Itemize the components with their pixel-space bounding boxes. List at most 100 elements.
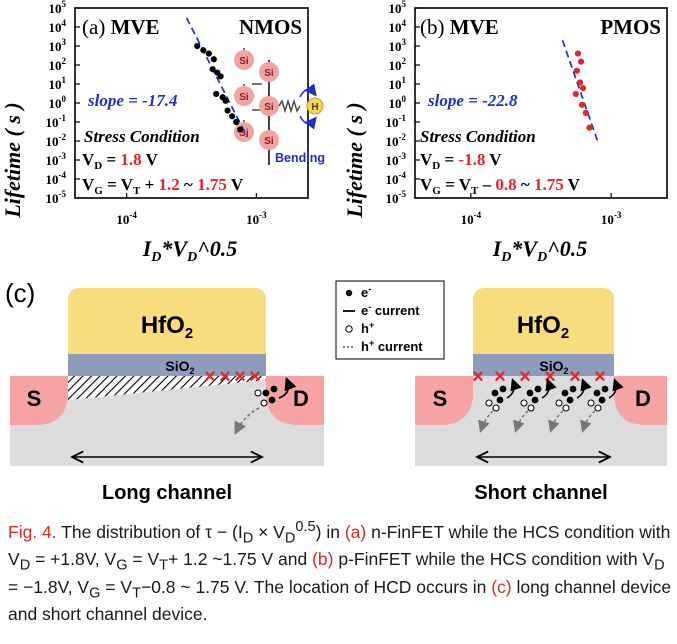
sio2-label-short: SiO2	[539, 358, 568, 376]
damage-x: ×	[519, 366, 531, 388]
data-point	[233, 118, 240, 126]
short-channel-device: S D SiO2 HfO2 × × × × × × Short channel	[415, 288, 667, 504]
y-tick-label: 101	[49, 75, 67, 92]
hole-current-arrow	[580, 410, 596, 433]
y-tick-label: 101	[389, 75, 407, 92]
legend-hole: h+	[361, 320, 374, 336]
bending-inset: Si Si Si Si Si Si H Bending	[234, 48, 325, 165]
panel-a: Lifetime ( s ) 10-510-410-310-210-110010…	[0, 0, 325, 265]
x-axis-label-b: ID*VD^0.5	[492, 236, 588, 265]
stress-title-b: Stress Condition	[420, 127, 536, 146]
damage-x: ×	[234, 366, 246, 388]
damage-x: ×	[472, 366, 484, 388]
hydrogen-label: H	[311, 102, 318, 113]
si-label: Si	[264, 68, 274, 79]
y-tick-label: 10-4	[386, 170, 407, 187]
hfo2-label-long: HfO2	[141, 312, 193, 342]
electron	[598, 396, 606, 404]
y-tick-label: 100	[49, 94, 67, 111]
y-ticks-a: 10-5 10-4 10-3 10-2 10-1 100 101 102 103 104 105	[46, 0, 80, 206]
data-point	[209, 66, 216, 73]
damage-x: ×	[594, 366, 606, 388]
damage-crosses-long: × × × ×	[204, 366, 261, 388]
y-tick-label: 105	[389, 0, 407, 16]
si-atom	[259, 62, 279, 82]
electron	[601, 385, 609, 393]
hfo2-gate-long	[68, 288, 266, 354]
legend-electron: e-	[361, 284, 371, 300]
fit-line-b	[561, 40, 599, 142]
source-region-short	[415, 376, 473, 425]
data-point	[237, 126, 244, 133]
panel-a-title: (a) MVE	[82, 15, 160, 39]
si-atom	[234, 86, 254, 106]
electron	[270, 385, 278, 393]
hfo2-gate-short	[473, 288, 614, 354]
drain-region-short	[614, 376, 667, 425]
electron	[569, 385, 577, 393]
si-label: Si	[264, 102, 274, 113]
hole-current-arrow	[548, 410, 564, 433]
y-axis-label-a: Lifetime ( s )	[0, 102, 25, 218]
electron	[499, 385, 507, 393]
stress-title-a: Stress Condition	[84, 127, 200, 146]
electron	[534, 385, 542, 393]
carrier-legend: e- e- current h+ h+ current	[335, 280, 445, 360]
y-tick-label: 10-5	[386, 189, 407, 206]
data-point	[205, 50, 212, 57]
x-tick-label: 10-4	[461, 210, 482, 227]
x-tick-label: 10-4	[116, 210, 137, 227]
panel-b-device: PMOS	[600, 15, 661, 39]
slope-label-b: slope = -22.8	[427, 91, 518, 110]
electron-current-arrow	[506, 378, 522, 399]
data-point	[200, 47, 207, 54]
damage-x: ×	[494, 366, 506, 388]
hole	[520, 399, 528, 407]
si-atom	[259, 130, 279, 150]
fit-line-a	[185, 17, 248, 138]
y-tick-label: 105	[49, 0, 67, 16]
figure-caption: Fig. 4. The distribution of τ − (ID × VD…	[8, 519, 672, 625]
data-point	[228, 113, 236, 120]
data-point	[576, 79, 584, 86]
data-point	[572, 90, 579, 98]
short-channel-carriers: × × × × × ×	[472, 366, 624, 433]
legend-box	[335, 280, 445, 360]
electron	[262, 389, 270, 397]
hydrogen-atom	[306, 97, 324, 115]
legend-hole-current: h+ current	[361, 338, 423, 354]
y-tick-label: 102	[49, 56, 67, 73]
electron	[491, 389, 499, 397]
hole	[594, 404, 602, 412]
hatched-region	[68, 376, 266, 400]
damage-x: ×	[249, 366, 261, 388]
electron	[496, 396, 504, 404]
damage-x: ×	[219, 366, 231, 388]
caption-fig-label: Fig. 4.	[8, 521, 57, 542]
y-tick-label: 10-2	[46, 132, 67, 149]
hole	[555, 399, 563, 407]
y-tick-label: 10-1	[46, 113, 67, 130]
long-channel-label: Long channel	[102, 482, 232, 504]
x-ticks-b: 10-4 10-3	[461, 193, 622, 227]
y-tick-label: 100	[389, 94, 407, 111]
y-tick-label: 10-1	[386, 113, 407, 130]
y-tick-label: 102	[389, 56, 407, 73]
vg-condition-b: VG = VT – 0.8 ~ 1.75 V	[420, 175, 581, 197]
panel-c: (c) S D SiO2 HfO2 × × × ×	[5, 278, 667, 504]
y-tick-label: 10-4	[46, 170, 67, 187]
vg-condition-a: VG = VT + 1.2 ~ 1.75 V	[82, 175, 244, 197]
y-tick-label: 103	[389, 37, 407, 54]
sio2-label-long: SiO2	[165, 358, 194, 376]
x-tick-label: 10-3	[246, 210, 267, 227]
x-tick-label: 10-3	[601, 210, 622, 227]
short-channel-label: Short channel	[474, 482, 607, 504]
y-tick-label: 104	[49, 18, 67, 35]
sio2-layer-short	[473, 354, 614, 376]
hfo2-label-short: HfO2	[517, 312, 569, 342]
data-point	[213, 90, 220, 98]
electron	[526, 389, 534, 397]
electron	[531, 396, 539, 404]
bond-spring	[278, 98, 301, 114]
data-point	[194, 42, 201, 50]
